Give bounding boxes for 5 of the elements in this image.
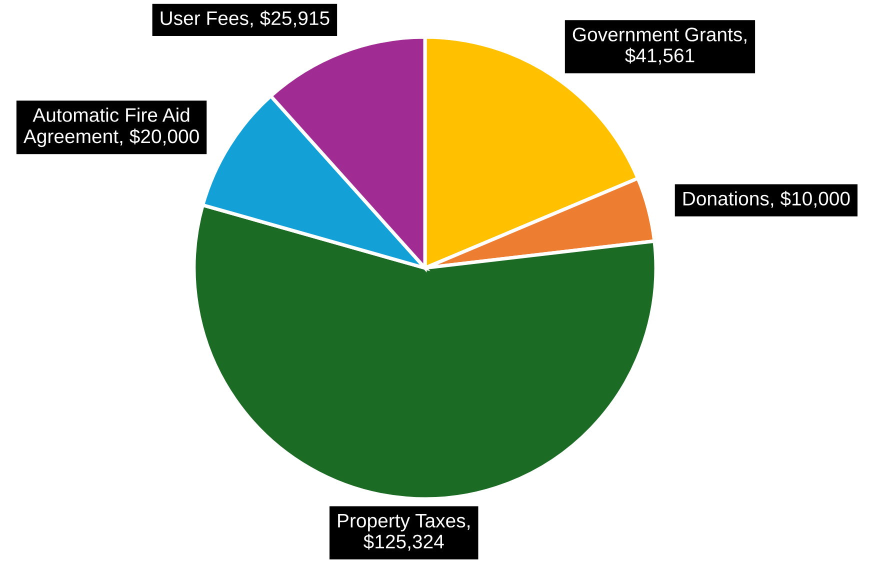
slice-label: User Fees, $25,915 — [160, 10, 330, 28]
slice-label: Property Taxes, $125,324 — [338, 514, 470, 551]
slice-label: Donations, $10,000 — [683, 190, 850, 208]
slice-label: Automatic Fire Aid Agreement, $20,000 — [23, 108, 199, 148]
slice-label: Government Grants, $41,561 — [572, 28, 746, 65]
